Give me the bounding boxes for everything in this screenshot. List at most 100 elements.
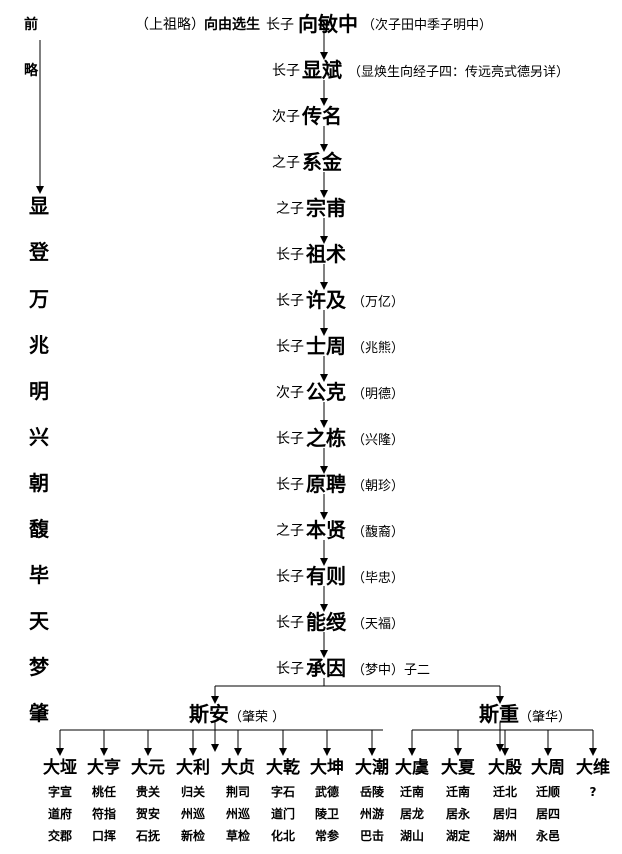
child-entry: 大垭 字宣 道府 交郡 <box>37 755 83 847</box>
root-name: 向敏中 <box>298 12 358 36</box>
side-name: 馥 <box>29 517 49 541</box>
child-name: 大坤 <box>310 758 344 778</box>
child-entry: 大坤 武德 陵卫 常参 <box>304 755 350 847</box>
child-line: 道门 <box>270 807 295 821</box>
side-name: 登 <box>29 240 49 264</box>
child-line: 符指 <box>91 807 116 821</box>
root-relation: 长子 <box>266 17 294 33</box>
child-line: 州巡 <box>180 807 205 821</box>
generation-relation: 长子 <box>276 247 304 263</box>
child-line: 居永 <box>445 807 470 821</box>
child-line: 字宣 <box>47 785 72 799</box>
generation-name: 之栋 <box>306 426 346 450</box>
child-name: 大利 <box>176 758 210 778</box>
generation-relation: 长子 <box>272 63 300 79</box>
generation-note: （馥裔） <box>352 525 405 540</box>
child-line: 交郡 <box>47 829 72 843</box>
child-line: 字石 <box>270 785 295 799</box>
generation-name: 士周 <box>306 334 346 358</box>
child-name: 大贞 <box>221 758 255 778</box>
child-line: 新检 <box>180 829 205 843</box>
child-entry: 大亨 桃任 符指 口挥 <box>81 755 127 847</box>
child-entry: 大周 迁顺 居四 永邑 <box>525 755 571 847</box>
generation-relation: 长子 <box>276 477 304 493</box>
branch-right: 斯重（肇华） <box>479 698 571 727</box>
generation-relation: 长子 <box>276 569 304 585</box>
child-name: 大维 <box>576 758 610 778</box>
child-line: 居归 <box>492 807 517 821</box>
generation-name: 原聘 <box>306 472 346 496</box>
child-entry: 大贞 荆司 州巡 草检 <box>215 755 261 847</box>
side-name: 毕 <box>29 563 49 587</box>
child-line: 化北 <box>270 829 295 843</box>
child-line: 迁南 <box>445 785 470 799</box>
generation-note: （兴隆） <box>352 433 405 448</box>
generation-name: 能绶 <box>306 610 346 634</box>
child-entry: 大利 归关 州巡 新检 <box>170 755 216 847</box>
child-line: 荆司 <box>225 785 250 799</box>
side-top-2: 略 <box>24 63 38 79</box>
side-name: 显 <box>29 194 49 218</box>
child-line: 常参 <box>314 829 339 843</box>
generation-name: 公克 <box>306 380 346 404</box>
child-entry: 大潮 岳陵 州游 巴击 <box>349 755 395 847</box>
generation-relation: 次子 <box>276 385 304 401</box>
generation-relation: 之子 <box>276 523 304 539</box>
generation-name: 承因 <box>306 656 346 680</box>
generation-name: 显斌 <box>302 58 342 82</box>
child-name: 大殷 <box>488 758 522 778</box>
generation-note: （毕忠） <box>352 571 405 586</box>
child-name: 大夏 <box>441 758 475 778</box>
child-entry: 大夏 迁南 居永 湖定 <box>435 755 481 847</box>
generation-note: （显焕生向经子四：传远亮式德另详） <box>348 65 570 80</box>
child-entry: 大元 贵关 贺安 石抚 <box>125 755 171 847</box>
child-line: 巴击 <box>359 829 384 843</box>
generation-note: （万亿） <box>352 295 405 310</box>
generation-name: 系金 <box>302 150 342 174</box>
branch-right-name: 斯重 <box>479 702 519 726</box>
child-name: 大潮 <box>355 758 389 778</box>
child-line: 武德 <box>314 785 339 799</box>
side-name: 兴 <box>29 425 49 449</box>
side-name: 天 <box>29 609 49 633</box>
generation-relation: 之子 <box>272 155 300 171</box>
child-entry: 大殷 迁北 居归 湖州 <box>482 755 528 847</box>
side-top-1: 前 <box>24 17 38 33</box>
side-name: 明 <box>29 379 49 403</box>
child-entry: 大乾 字石 道门 化北 <box>260 755 306 847</box>
child-line: 居四 <box>535 807 560 821</box>
side-name: 梦 <box>29 655 49 679</box>
generation-name: 祖术 <box>306 242 346 266</box>
child-line: 桃任 <box>91 785 116 799</box>
side-name: 肇 <box>29 701 49 725</box>
child-entry: 大虞 迁南 居龙 湖山 <box>389 755 435 847</box>
child-line: 永邑 <box>535 829 560 843</box>
generation-name: 传名 <box>302 104 342 128</box>
generation-relation: 长子 <box>276 431 304 447</box>
child-line: 湖山 <box>399 829 424 843</box>
generation-relation: 长子 <box>276 661 304 677</box>
child-name: 大乾 <box>266 758 300 778</box>
child-line: 道府 <box>47 807 72 821</box>
side-name: 朝 <box>29 471 49 495</box>
generation-note: （兆熊） <box>352 341 405 356</box>
child-line: 陵卫 <box>314 807 339 821</box>
generation-relation: 之子 <box>276 201 304 217</box>
side-name: 万 <box>29 287 49 311</box>
child-line: 迁北 <box>492 785 517 799</box>
child-line: 迁南 <box>399 785 424 799</box>
child-entry: 大维? <box>570 755 616 803</box>
root-prefix: （上祖略） <box>135 17 205 33</box>
child-line: 石抚 <box>135 829 160 843</box>
root-bold: 向由选生 <box>204 17 260 33</box>
generation-relation: 次子 <box>272 109 300 125</box>
branch-right-note: （肇华） <box>519 710 572 725</box>
child-name: 大周 <box>531 758 565 778</box>
child-line: 湖州 <box>492 829 517 843</box>
generation-relation: 长子 <box>276 293 304 309</box>
child-line: 归关 <box>180 785 205 799</box>
generation-name: 本贤 <box>306 518 346 542</box>
child-line: 州游 <box>359 807 384 821</box>
child-line: 州巡 <box>225 807 250 821</box>
